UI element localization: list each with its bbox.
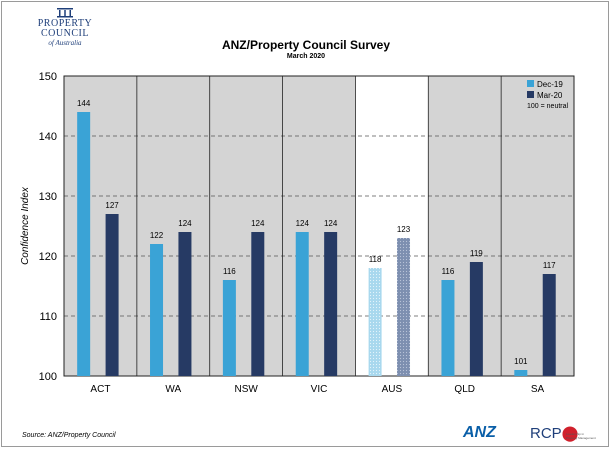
bar-dec-19-qld (441, 280, 455, 376)
x-tick-label: ACT (90, 384, 110, 395)
bar-mar-20-sa (542, 274, 556, 376)
rcp-logo-text: RCP (530, 425, 562, 442)
y-tick-label: 120 (39, 251, 57, 263)
plot-border (63, 75, 575, 377)
bar-mar-20-wa (178, 232, 192, 376)
legend-swatch-dec-19 (527, 80, 534, 87)
chart-subtitle: March 2020 (286, 53, 326, 60)
data-label: 124 (251, 219, 265, 228)
y-axis-label: Confidence Index (20, 186, 31, 265)
rcp-logo-mark: ⬤ (561, 425, 579, 442)
bar-mar-20-vic (324, 232, 338, 376)
panel-vic (282, 76, 356, 376)
building-icon (57, 8, 73, 18)
bar-dec-19-wa (150, 244, 164, 376)
x-tick-label: VIC (311, 384, 328, 395)
data-label: 118 (369, 255, 382, 264)
panel-act (64, 76, 137, 376)
bar-mar-20-nsw (251, 232, 265, 376)
y-tick-label: 110 (39, 311, 57, 323)
bar-mar-20-aus (397, 238, 411, 376)
legend-label: Dec-19 (537, 80, 563, 89)
logo-line-1: PROPERTY (37, 18, 93, 29)
legend-label: Mar-20 (537, 91, 563, 100)
legend-swatch-mar-20 (527, 91, 534, 98)
y-tick-label: 130 (39, 191, 57, 203)
bar-dec-19-vic (295, 232, 309, 376)
data-label: 116 (223, 267, 236, 276)
data-label: 144 (77, 99, 91, 108)
bar-dec-19-sa (514, 370, 528, 376)
bar-dec-19-act (77, 112, 91, 376)
data-label: 116 (442, 267, 455, 276)
data-label: 124 (296, 219, 310, 228)
data-label: 119 (470, 249, 483, 258)
rcp-tagline: Leadership in Property Management (566, 432, 596, 440)
y-tick-label: 140 (39, 131, 57, 143)
legend-note: 100 = neutral (527, 103, 569, 110)
logo-line-3: of Australia (48, 39, 82, 47)
data-label: 127 (105, 201, 119, 210)
bar-mar-20-qld (469, 262, 483, 376)
data-label: 123 (397, 225, 411, 234)
data-label: 124 (324, 219, 338, 228)
y-tick-label: 150 (39, 71, 57, 83)
x-tick-label: AUS (382, 384, 403, 395)
data-label: 122 (150, 231, 164, 240)
panel-nsw (209, 76, 283, 376)
property-council-logo: PROPERTY COUNCIL of Australia (30, 6, 100, 47)
x-tick-label: NSW (234, 384, 258, 395)
logo-line-2: COUNCIL (41, 28, 89, 39)
rcp-logo: RCP⬤ (530, 424, 578, 442)
data-label: 117 (543, 261, 556, 270)
anz-logo: ANZ (463, 424, 496, 441)
data-label: 101 (514, 357, 528, 366)
panel-wa (136, 76, 210, 376)
chart-title: ANZ/Property Council Survey (221, 38, 391, 52)
panel-qld (428, 76, 502, 376)
source-note: Source: ANZ/Property Council (22, 432, 116, 439)
bar-mar-20-act (105, 214, 119, 376)
x-tick-label: SA (531, 384, 545, 395)
panel-sa (501, 76, 574, 376)
x-tick-label: QLD (454, 384, 475, 395)
data-label: 124 (178, 219, 192, 228)
bar-dec-19-nsw (222, 280, 236, 376)
bar-dec-19-aus (368, 268, 382, 376)
x-tick-label: WA (165, 384, 181, 395)
panel-aus (355, 76, 429, 376)
y-tick-label: 100 (39, 371, 57, 383)
